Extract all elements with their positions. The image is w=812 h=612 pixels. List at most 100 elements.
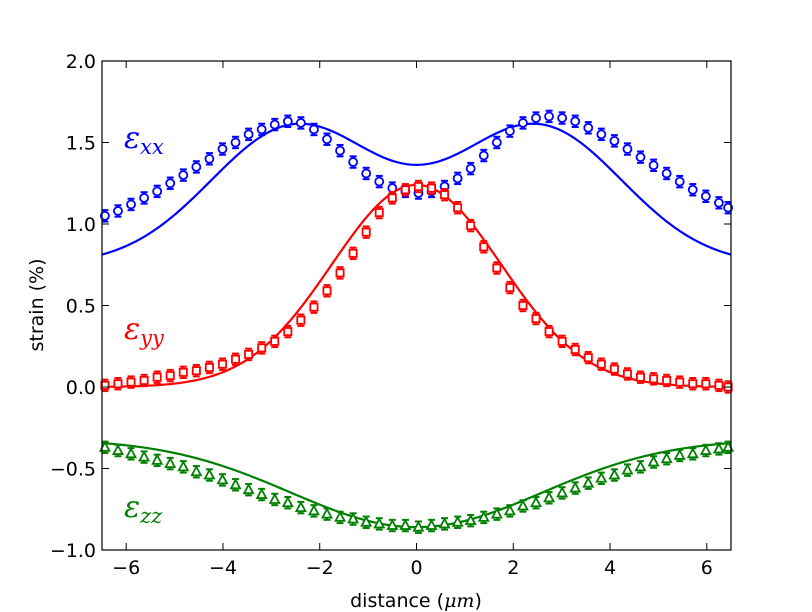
data-point-ezz xyxy=(490,507,503,521)
data-point-ezz xyxy=(569,481,582,495)
data-point-exx xyxy=(570,114,581,129)
y-tick-label: 1.0 xyxy=(66,214,96,236)
data-point-eyy xyxy=(139,373,149,388)
data-point-ezz xyxy=(281,495,294,510)
data-point-eyy xyxy=(217,357,227,371)
data-point-eyy xyxy=(400,183,410,197)
data-point-exx xyxy=(648,158,659,173)
data-point-exx xyxy=(544,109,554,124)
fit-line-exx xyxy=(101,122,732,256)
data-point-exx xyxy=(282,114,293,129)
data-point-ezz xyxy=(164,456,177,471)
data-point-exx xyxy=(687,183,698,197)
data-point-eyy xyxy=(636,370,646,384)
data-point-eyy xyxy=(126,375,136,389)
data-point-exx xyxy=(596,127,607,142)
data-point-ezz xyxy=(516,499,529,513)
fit-line-eyy xyxy=(101,183,732,388)
data-point-ezz xyxy=(98,440,111,455)
x-tick-label: −4 xyxy=(209,557,237,579)
data-point-exx xyxy=(191,160,202,174)
data-point-exx xyxy=(518,116,528,130)
data-point-ezz xyxy=(320,507,333,521)
data-point-exx xyxy=(478,148,489,163)
y-tick-label: 2.0 xyxy=(66,51,96,73)
data-point-exx xyxy=(269,117,280,132)
data-point-exx xyxy=(126,197,136,212)
data-point-exx xyxy=(583,121,594,135)
data-point-ezz xyxy=(294,500,307,515)
data-point-exx xyxy=(452,171,463,186)
data-point-eyy xyxy=(191,363,201,378)
data-point-eyy xyxy=(348,246,358,261)
data-point-eyy xyxy=(335,266,345,280)
data-point-eyy xyxy=(531,311,541,326)
data-point-ezz xyxy=(268,492,281,507)
data-point-ezz xyxy=(595,471,608,485)
data-point-ezz xyxy=(647,455,660,469)
data-point-exx xyxy=(374,174,385,189)
fit-line-ezz xyxy=(101,441,732,529)
data-point-ezz xyxy=(216,472,229,487)
data-point-ezz xyxy=(543,490,556,505)
data-point-exx xyxy=(178,168,189,182)
x-tick-label: −6 xyxy=(112,557,140,579)
data-point-eyy xyxy=(596,357,606,371)
data-point-ezz xyxy=(138,450,151,464)
data-point-ezz xyxy=(608,468,621,482)
data-point-ezz xyxy=(111,443,124,458)
x-tick-label: −2 xyxy=(306,557,334,579)
data-point-exx xyxy=(295,116,306,130)
data-point-exx xyxy=(361,166,372,181)
data-point-ezz xyxy=(451,515,464,529)
data-point-ezz xyxy=(621,463,634,477)
data-point-exx xyxy=(622,142,633,156)
data-point-ezz xyxy=(229,477,242,492)
x-tick-label: 6 xyxy=(701,557,713,579)
data-point-eyy xyxy=(322,284,332,298)
data-point-ezz xyxy=(425,518,438,533)
data-point-exx xyxy=(661,166,672,181)
data-point-exx xyxy=(113,204,123,218)
data-point-exx xyxy=(204,152,215,166)
tick-layer: −6 −4 −2 0 2 4 6 −1.0 −0.5 0.0 0.5 1.0 1.5 2.0 xyxy=(50,51,731,579)
data-point-ezz xyxy=(660,451,673,466)
series-label-exx: εxx xyxy=(124,121,164,159)
data-point-ezz xyxy=(503,503,516,518)
data-point-eyy xyxy=(570,342,580,357)
y-tick-label: −0.5 xyxy=(50,459,96,481)
data-point-eyy xyxy=(113,377,123,391)
data-point-ezz xyxy=(255,487,268,502)
data-point-ezz xyxy=(673,448,686,463)
data-point-exx xyxy=(609,134,620,148)
data-point-ezz xyxy=(412,520,425,534)
data-point-exx xyxy=(674,174,685,189)
data-point-eyy xyxy=(296,313,306,327)
data-point-eyy xyxy=(152,370,162,384)
data-point-eyy xyxy=(283,324,293,339)
data-point-ezz xyxy=(530,495,543,510)
data-point-eyy xyxy=(688,377,698,391)
data-point-exx xyxy=(491,135,502,150)
data-point-eyy xyxy=(583,350,593,365)
data-point-ezz xyxy=(190,464,203,479)
data-point-eyy xyxy=(204,360,214,375)
data-point-ezz xyxy=(464,513,477,528)
data-point-exx xyxy=(322,132,332,146)
y-tick-label: 1.5 xyxy=(66,133,96,155)
data-point-eyy xyxy=(257,341,267,355)
x-tick-label: 0 xyxy=(410,557,422,579)
x-axis-label: distance (μm) xyxy=(350,590,482,612)
data-point-eyy xyxy=(178,365,188,380)
data-point-exx xyxy=(557,111,568,125)
data-point-eyy xyxy=(701,377,711,391)
data-point-exx xyxy=(723,200,733,215)
y-tick-label: 0.5 xyxy=(66,296,96,318)
data-point-exx xyxy=(348,155,359,169)
data-point-ezz xyxy=(556,486,569,500)
data-point-ezz xyxy=(334,510,347,525)
data-point-exx xyxy=(531,111,541,125)
data-point-exx xyxy=(217,142,228,156)
data-point-eyy xyxy=(244,347,254,362)
